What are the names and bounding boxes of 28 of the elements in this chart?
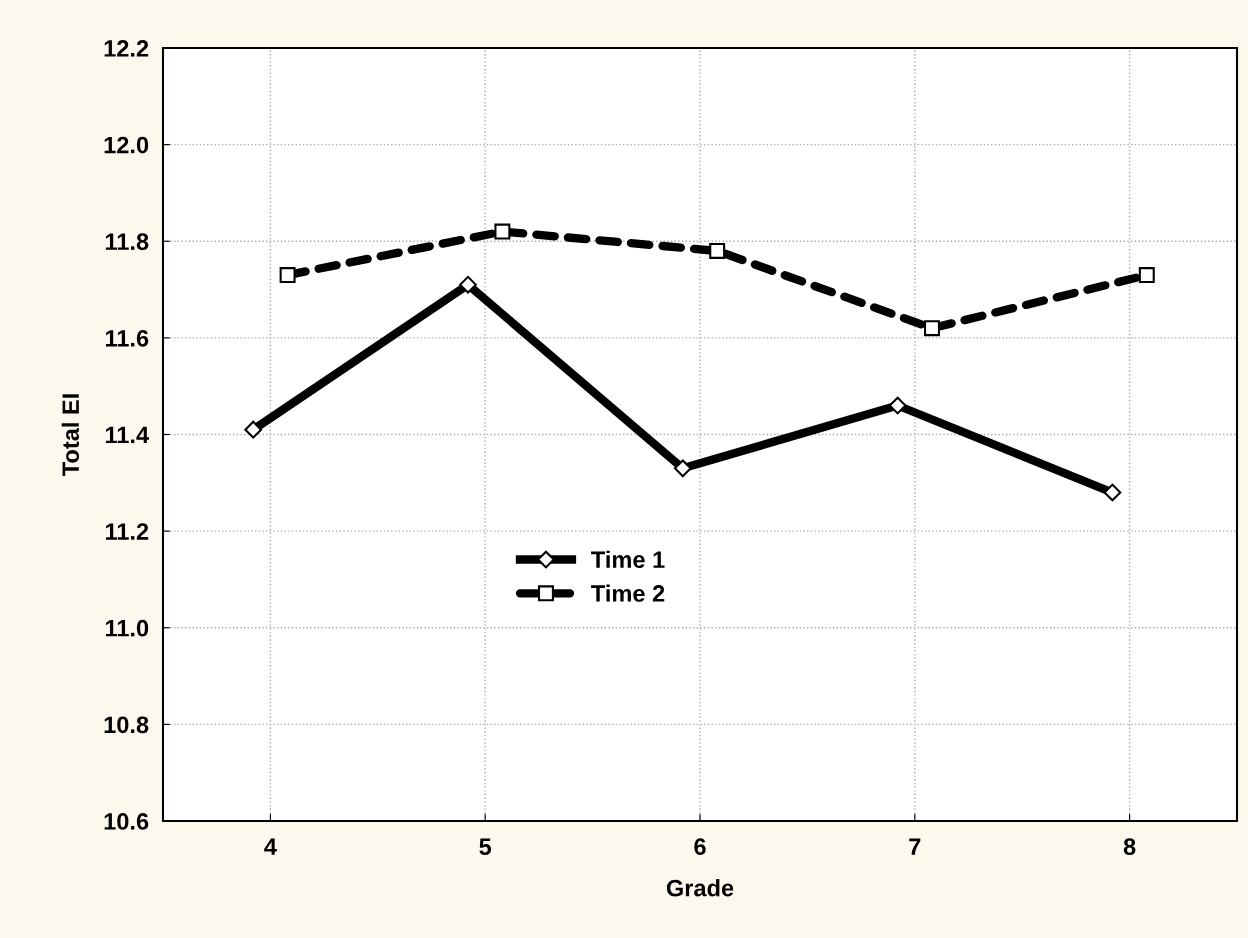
y-axis-title: Total EI [61, 394, 80, 476]
x-tick-label: 5 [479, 838, 492, 856]
legend-label: Time 2 [591, 584, 665, 602]
point [888, 396, 907, 415]
x-tick-label: 8 [1123, 838, 1136, 856]
y-tick-label: 10.8 [104, 716, 149, 734]
point [279, 267, 296, 284]
x-tick-label: 7 [909, 838, 921, 855]
x-tick-label: 6 [694, 838, 706, 856]
point [1103, 483, 1122, 502]
x-axis-title: Grade [666, 879, 734, 897]
x-tick-label: 4 [264, 838, 277, 855]
point [1138, 267, 1155, 284]
y-tick-label: 11.0 [105, 619, 149, 637]
y-tick-label: 10.6 [104, 813, 149, 830]
y-tick-label: 12.2 [104, 40, 149, 57]
point [459, 275, 477, 294]
point [673, 459, 692, 478]
y-tick-label: 11.6 [105, 329, 149, 347]
point [924, 320, 940, 337]
legend-label: Time 1 [591, 550, 665, 569]
point [494, 223, 511, 240]
y-tick-label: 11.2 [105, 523, 149, 540]
point [244, 420, 263, 439]
y-tick-label: 11.4 [105, 426, 149, 444]
y-tick-label: 12.0 [104, 136, 149, 154]
point [709, 242, 726, 259]
y-tick-label: 11.8 [105, 233, 149, 251]
